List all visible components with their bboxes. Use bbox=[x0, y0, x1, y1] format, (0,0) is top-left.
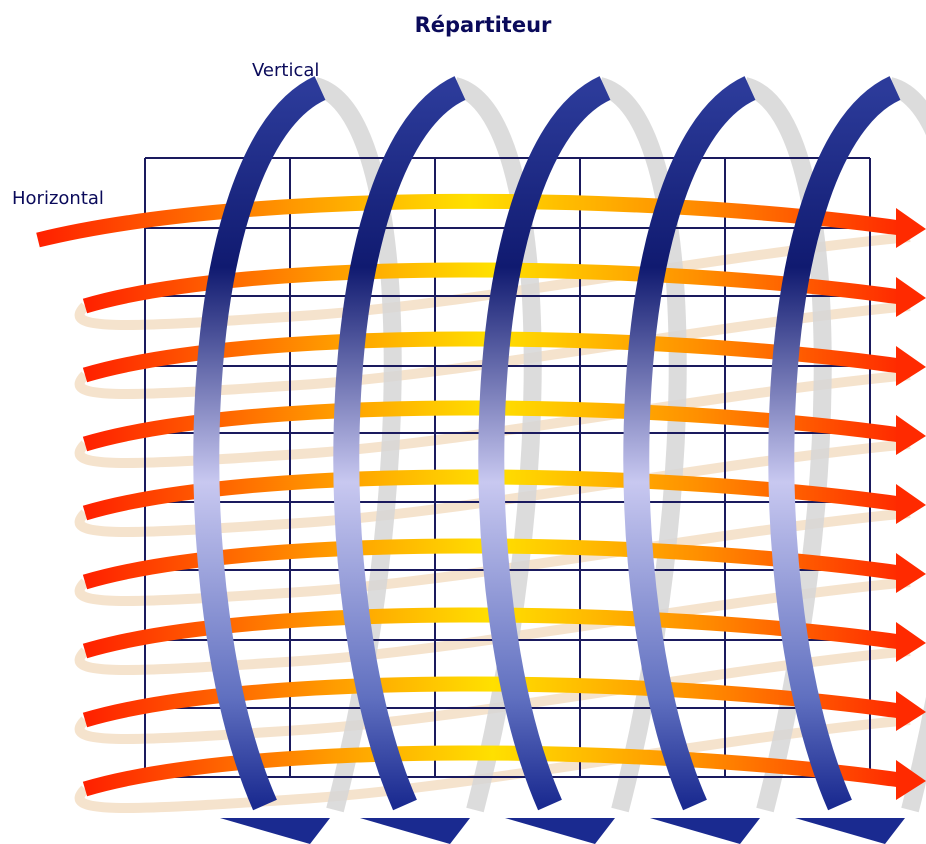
title: Répartiteur bbox=[415, 13, 552, 37]
ghost-loop bbox=[74, 301, 911, 399]
horizontal-arrow bbox=[82, 745, 902, 797]
arrow-head bbox=[896, 622, 926, 662]
horizontal-label: Horizontal bbox=[12, 188, 104, 209]
arrow-head bbox=[650, 818, 760, 844]
horizontal-arrow bbox=[82, 676, 902, 728]
vertical-arrow bbox=[193, 76, 327, 811]
arrow-head bbox=[896, 484, 926, 524]
ghost-loop bbox=[74, 370, 911, 468]
vertical-arrows bbox=[193, 76, 905, 844]
arrow-head bbox=[896, 553, 926, 593]
arrow-head bbox=[220, 818, 330, 844]
arrow-head bbox=[795, 818, 905, 844]
ghost-loop bbox=[74, 508, 911, 606]
vertical-arrow bbox=[333, 76, 467, 811]
arrow-head bbox=[896, 691, 926, 731]
arrow-head bbox=[360, 818, 470, 844]
arrow-head bbox=[896, 346, 926, 386]
vertical-label: Vertical bbox=[252, 60, 319, 81]
arrow-head bbox=[896, 208, 926, 248]
arrow-head bbox=[896, 277, 926, 317]
vertical-arrow bbox=[768, 76, 902, 811]
horizontal-arrow bbox=[36, 193, 902, 248]
arrow-head bbox=[505, 818, 615, 844]
ghost-loop bbox=[74, 439, 911, 537]
ghost-loop bbox=[74, 715, 911, 813]
vertical-arrow bbox=[623, 76, 757, 811]
arrow-head bbox=[896, 415, 926, 455]
vertical-arrow bbox=[478, 76, 612, 811]
arrow-head bbox=[896, 760, 926, 800]
